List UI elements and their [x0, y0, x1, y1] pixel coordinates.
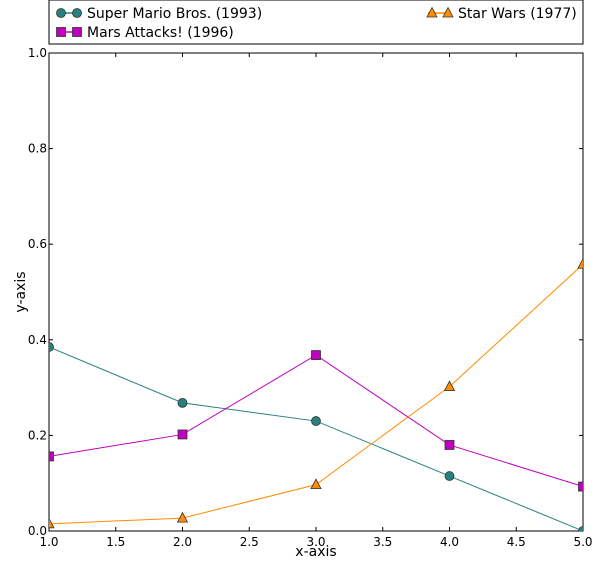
- x-tick-label: 3.5: [373, 535, 392, 549]
- data-point: [577, 257, 583, 269]
- series-1: [49, 350, 583, 492]
- x-tick-label: 5.0: [573, 535, 592, 549]
- y-tick-label: 0.8: [28, 142, 47, 156]
- series-line: [49, 346, 583, 531]
- data-point: [310, 478, 322, 490]
- data-point: [443, 380, 456, 392]
- y-axis-label: y-axis: [13, 271, 29, 312]
- y-tick-label: 0.0: [28, 524, 47, 538]
- x-tick-label: 2.0: [173, 535, 192, 549]
- legend-entry: Star Wars (1977): [426, 6, 577, 22]
- legend-marker: [426, 6, 438, 18]
- legend-frame: [48, 0, 584, 45]
- y-tick-label: 0.4: [28, 333, 47, 347]
- data-point: [311, 416, 321, 426]
- data-point: [444, 471, 455, 481]
- data-point: [176, 511, 189, 523]
- series-group: [49, 257, 583, 531]
- x-tick-label: 3.0: [306, 535, 325, 549]
- legend-marker: [442, 6, 454, 18]
- legend-marker: [56, 27, 66, 37]
- data-point: [49, 517, 55, 529]
- x-tick-label: 1.5: [106, 535, 125, 549]
- y-tick-label: 0.2: [28, 428, 47, 442]
- legend-marker: [56, 8, 66, 18]
- y-tick-label: 0.6: [28, 237, 47, 251]
- data-point: [311, 350, 321, 360]
- data-point: [444, 440, 455, 450]
- x-tick-label: 2.5: [240, 535, 259, 549]
- x-axis-label: x-axis: [295, 544, 336, 560]
- legend-entry: Super Mario Bros. (1993): [56, 6, 262, 22]
- data-point: [177, 429, 188, 440]
- legend-marker: [72, 27, 82, 37]
- plot-frame: [48, 52, 584, 532]
- data-point: [49, 451, 54, 462]
- legend-label: Star Wars (1977): [458, 6, 577, 22]
- x-tick-label: 4.5: [507, 535, 526, 549]
- data-point: [578, 526, 583, 531]
- series-2: [49, 257, 583, 529]
- axis-ticks: 1.0 1.5 2.0 2.5 3.0 3.5 4.0 4.5 5.0 0.0 0.2 0.4 0.6 0…: [28, 46, 593, 549]
- data-point: [49, 342, 54, 352]
- legend-marker: [72, 8, 82, 18]
- x-tick-label: 4.0: [440, 535, 459, 549]
- legend-label: Mars Attacks! (1996): [87, 25, 234, 41]
- legend-label: Super Mario Bros. (1993): [87, 6, 262, 22]
- data-point: [177, 397, 188, 408]
- data-point: [578, 481, 583, 492]
- legend-entry: Mars Attacks! (1996): [56, 25, 234, 41]
- y-tick-label: 1.0: [28, 46, 47, 60]
- series-0: [49, 342, 583, 531]
- x-tick-label: 1.0: [39, 535, 58, 549]
- legend: Super Mario Bros. (1993) Mars Attacks! (1…: [48, 0, 584, 45]
